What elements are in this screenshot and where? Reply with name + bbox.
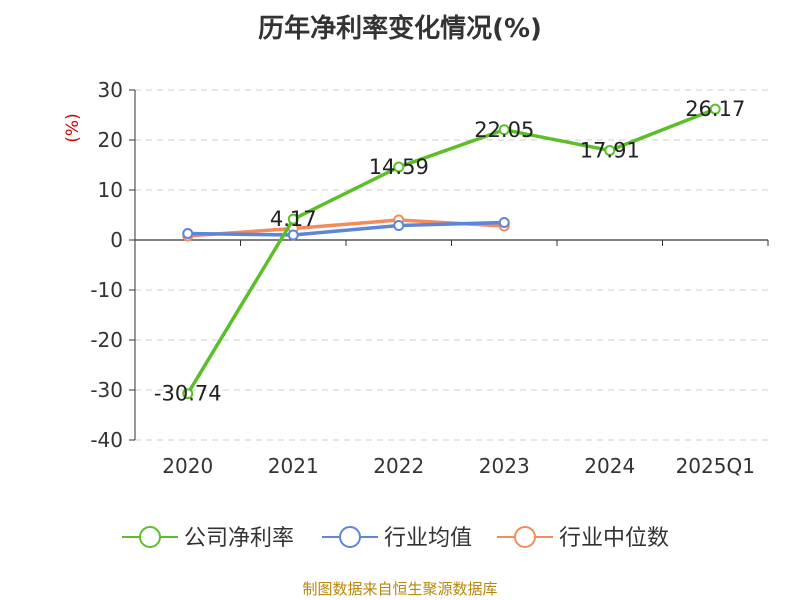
- legend-label: 行业均值: [384, 526, 472, 551]
- legend: 公司净利率 行业均值 行业中位数: [122, 526, 669, 551]
- legend-marker-icon: [339, 526, 361, 548]
- x-tick-label: 2023: [479, 454, 530, 478]
- y-tick-label: -10: [90, 278, 123, 302]
- chart-title: 历年净利率变化情况(%): [258, 14, 542, 44]
- y-axis-label: (%): [63, 113, 83, 142]
- data-label: 17.91: [580, 138, 640, 162]
- data-point: [709, 103, 721, 115]
- data-point: [498, 124, 510, 136]
- data-labels: -30.74 4.17 14.59 22.05 17.91 26.17: [154, 97, 745, 406]
- data-point: [182, 228, 194, 239]
- source-note: 制图数据来自恒生聚源数据库: [302, 580, 498, 598]
- x-tick-label: 2022: [373, 454, 424, 478]
- legend-marker-icon: [514, 526, 536, 548]
- x-tick-label: 2024: [584, 454, 635, 478]
- y-tick-label: 0: [110, 228, 123, 252]
- legend-marker-icon: [139, 526, 161, 548]
- x-tick-label: 2025Q1: [676, 454, 755, 478]
- axes: 30 20 10 0 -10 -20 -30 -40 (%) 2020 2021 2022 2023 20…: [63, 78, 769, 478]
- data-point: [287, 229, 299, 241]
- legend-label: 公司净利率: [184, 526, 294, 551]
- y-tick-label: 10: [98, 178, 123, 202]
- y-tick-label: -40: [90, 428, 123, 452]
- x-tick-label: 2020: [162, 454, 213, 478]
- y-tick-label: -30: [90, 378, 123, 402]
- y-tick-label: 30: [98, 78, 123, 102]
- data-point: [393, 161, 405, 173]
- data-label: 14.59: [369, 155, 429, 179]
- data-point: [182, 388, 194, 400]
- data-point: [393, 220, 405, 231]
- data-point: [498, 217, 510, 228]
- data-point: [287, 213, 299, 225]
- data-point: [604, 144, 616, 156]
- series-line: [187, 220, 505, 237]
- data-label: 26.17: [685, 97, 745, 121]
- data-label: 4.17: [270, 207, 317, 231]
- series-line: [186, 107, 716, 395]
- data-label: 22.05: [474, 118, 534, 142]
- y-tick-label: 20: [98, 128, 123, 152]
- series-lines: [182, 103, 721, 400]
- y-tick-label: -20: [90, 328, 123, 352]
- data-label: -30.74: [154, 382, 222, 406]
- legend-label: 行业中位数: [559, 526, 669, 551]
- x-tick-label: 2021: [268, 454, 319, 478]
- grid-lines: [135, 89, 768, 441]
